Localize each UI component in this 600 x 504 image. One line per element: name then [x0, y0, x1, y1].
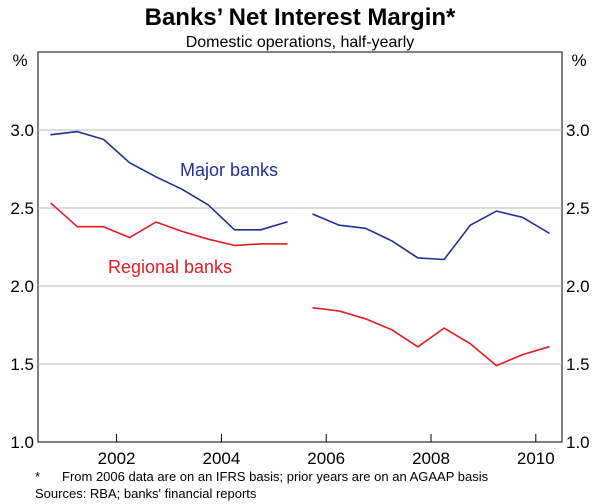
right-y-tick-label: 1.5 [566, 355, 590, 374]
axis-ticks: 1.0 1.0 1.5 1.5 2.0 2.0 2.5 2.5 3.0 3.0 2002 2004 20… [10, 121, 589, 468]
series-line-major-banks-segment-1 [50, 130, 288, 231]
series-line-major-banks-segment-2 [312, 210, 550, 261]
plot-frame [37, 51, 563, 443]
left-y-tick-label: 1.5 [10, 355, 34, 374]
x-tick-label: 2004 [202, 449, 240, 468]
footnote-star: * [35, 469, 40, 484]
x-tick-label: 2002 [98, 449, 136, 468]
right-y-tick-label: 2.5 [566, 199, 590, 218]
left-y-tick-label: 2.0 [10, 277, 34, 296]
right-y-tick-label: 1.0 [566, 433, 590, 452]
left-axis-unit: % [12, 51, 27, 70]
left-y-tick-label: 3.0 [10, 121, 34, 140]
series-line-regional-banks-segment-2 [312, 306, 550, 367]
left-y-tick-label: 2.5 [10, 199, 34, 218]
right-y-tick-label: 3.0 [566, 121, 590, 140]
grid-lines [38, 129, 562, 365]
right-y-tick-label: 2.0 [566, 277, 590, 296]
x-tick-label: 2006 [307, 449, 345, 468]
series-line-regional-banks-segment-1 [50, 202, 288, 247]
x-tick-label: 2008 [412, 449, 450, 468]
series-lines [50, 130, 550, 367]
footnote-sources: Sources: RBA; banks' financial reports [35, 486, 257, 501]
left-y-tick-label: 1.0 [10, 433, 34, 452]
series-label-major-banks: Major banks [180, 160, 278, 180]
footnote-ifrs: From 2006 data are on an IFRS basis; pri… [62, 469, 489, 484]
x-tick-label: 2010 [517, 449, 555, 468]
chart-subtitle: Domestic operations, half-yearly [186, 34, 415, 51]
series-label-regional-banks: Regional banks [108, 257, 232, 277]
chart-title: Banks’ Net Interest Margin* [145, 4, 456, 31]
right-axis-unit: % [571, 51, 586, 70]
